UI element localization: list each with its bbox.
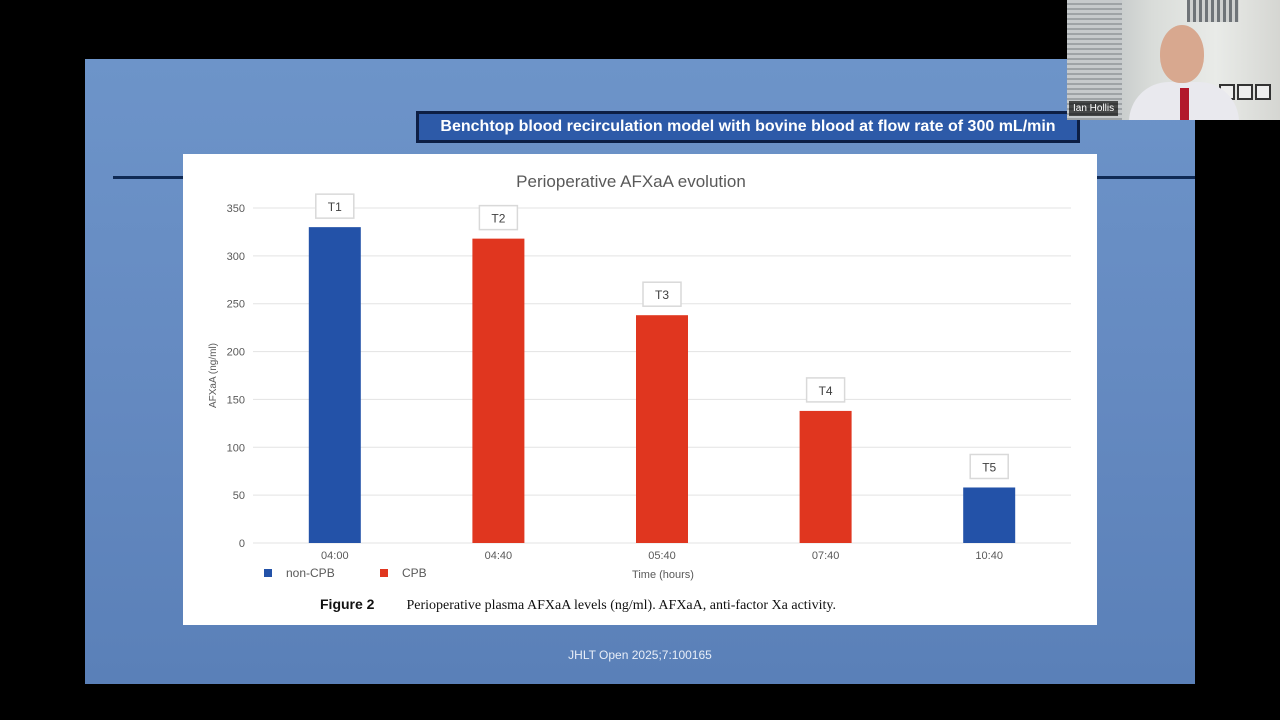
y-tick-label: 100 — [227, 442, 245, 454]
y-tick-label: 150 — [227, 394, 245, 406]
bar-label-box — [805, 377, 846, 403]
legend-swatch — [264, 569, 272, 577]
bar-label-box — [315, 193, 355, 219]
x-tick-label: 10:40 — [975, 550, 1003, 562]
bar-data-label: T4 — [819, 384, 833, 398]
y-tick-label: 250 — [227, 299, 245, 311]
bar-t3 — [636, 315, 688, 543]
legend-label: non-CPB — [286, 566, 335, 580]
bar-data-label: T3 — [655, 288, 669, 302]
slide-title-banner: Benchtop blood recirculation model with … — [416, 111, 1080, 143]
y-tick-label: 50 — [233, 490, 245, 502]
ceiling-vent — [1187, 0, 1239, 22]
bar-label-box — [478, 204, 519, 231]
bar-chart: Perioperative AFXaA evolution 0 50 100 150 20… — [208, 172, 1071, 581]
chart-title: Perioperative AFXaA evolution — [516, 172, 746, 191]
presenter-head — [1160, 25, 1204, 83]
citation-text: JHLT Open 2025;7:100165 — [568, 648, 712, 662]
figure-number: Figure 2 — [320, 596, 375, 612]
figure-card: Perioperative AFXaA evolution 0 50 100 150 20… — [183, 154, 1097, 625]
bar-t4 — [799, 410, 852, 543]
presenter-tie — [1180, 88, 1189, 120]
legend-swatch — [380, 569, 388, 577]
wall-frame — [1255, 84, 1271, 100]
y-tick-label: 350 — [227, 203, 245, 215]
bar-data-label: T1 — [328, 200, 342, 214]
bar-t1 — [308, 227, 361, 543]
y-tick-label: 200 — [227, 347, 245, 359]
figure-caption-text: Perioperative plasma AFXaA levels (ng/ml… — [406, 598, 836, 613]
bar-label-box — [969, 453, 1009, 480]
bar-data-label: T5 — [982, 460, 996, 474]
y-tick-label: 300 — [227, 251, 245, 263]
wall-frame — [1237, 84, 1253, 100]
presentation-slide: Perioperative AFXaA evolution 0 50 100 150 20… — [85, 59, 1195, 684]
webcam-video-tile[interactable]: Ian Hollis — [1067, 0, 1280, 120]
bar-t2 — [472, 238, 525, 543]
bar-t5 — [963, 487, 1016, 543]
x-tick-label: 04:00 — [321, 550, 349, 562]
x-tick-label: 05:40 — [648, 550, 676, 562]
y-tick-label: 0 — [239, 538, 245, 550]
x-tick-label: 07:40 — [812, 550, 840, 562]
participant-name-tag: Ian Hollis — [1069, 101, 1119, 116]
x-axis-label: Time (hours) — [632, 569, 694, 581]
x-tick-label: 04:40 — [485, 550, 513, 562]
window-blinds — [1067, 0, 1122, 120]
figure-caption: Figure 2 Perioperative plasma AFXaA level… — [320, 596, 836, 614]
bar-label-box — [642, 281, 682, 307]
legend-label: CPB — [402, 566, 427, 580]
bar-data-label: T2 — [491, 212, 505, 226]
y-axis-label: AFXaA (ng/ml) — [208, 343, 219, 408]
